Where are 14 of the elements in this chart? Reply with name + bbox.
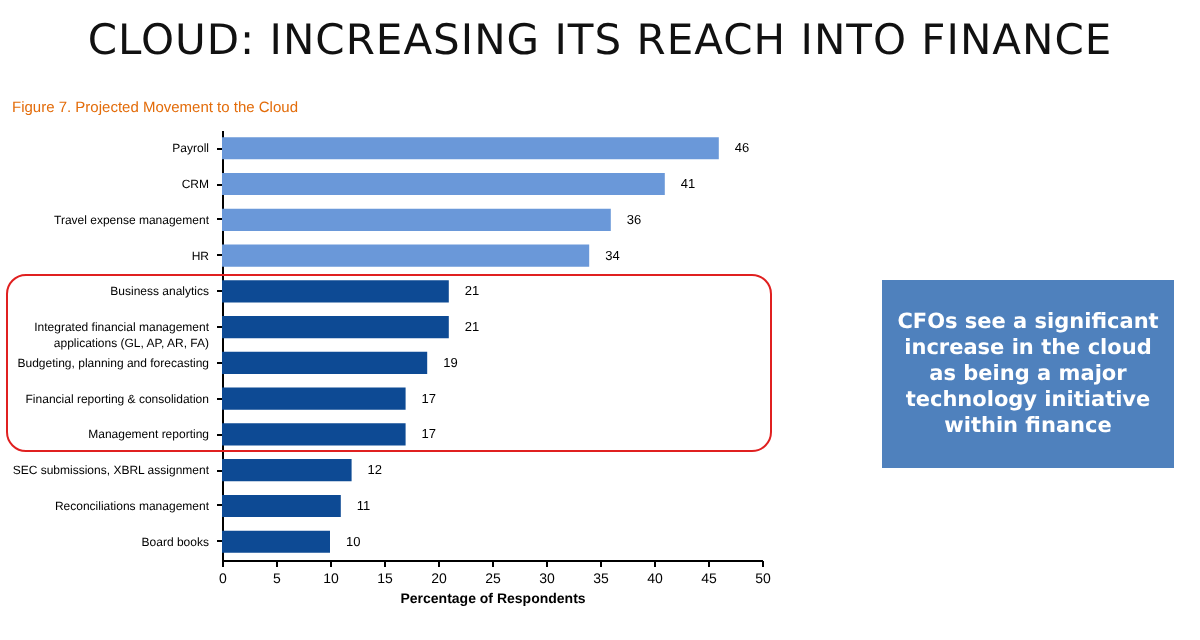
bar — [222, 316, 449, 339]
bar — [222, 244, 590, 267]
bar — [222, 494, 341, 518]
bar — [222, 387, 406, 410]
bar — [222, 137, 719, 160]
bar — [222, 423, 406, 446]
bar — [222, 208, 611, 231]
bar — [222, 459, 352, 482]
chart-title: CLOUD: INCREASING ITS REACH INTO FINANCE — [85, 16, 1115, 64]
bar — [222, 172, 665, 196]
bar — [222, 530, 330, 553]
text: CFOs see a significant increase in the cloud as being a major technology initiative within finance — [882, 280, 1174, 468]
bar — [222, 280, 449, 303]
bar — [222, 351, 428, 374]
